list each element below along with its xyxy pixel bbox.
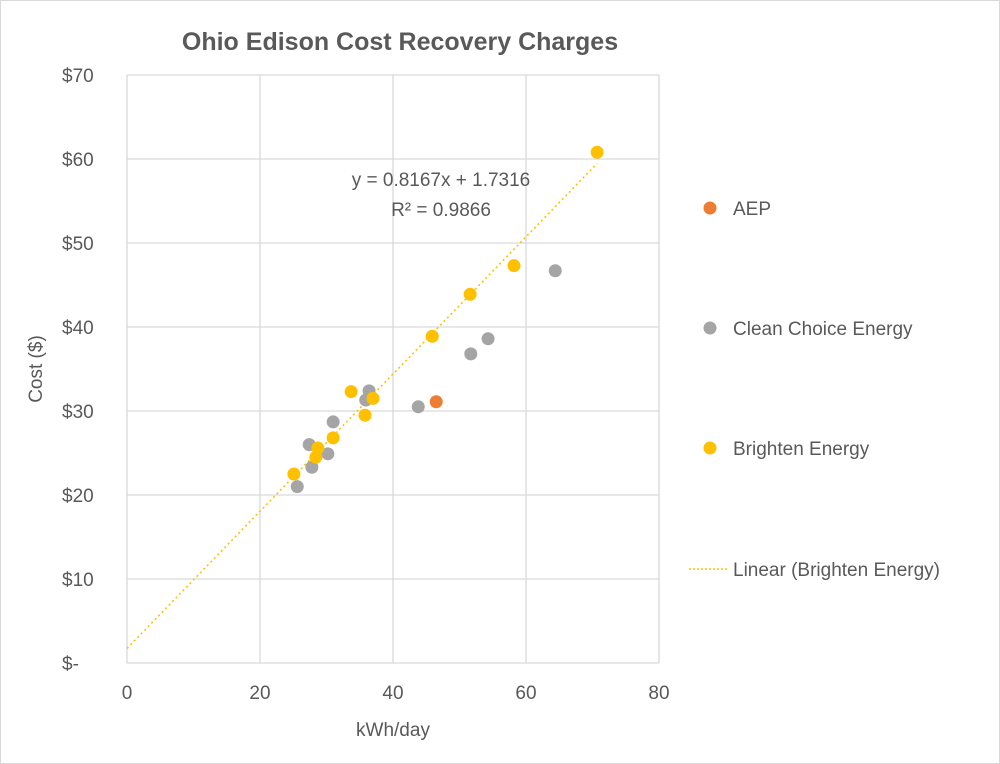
chart-title: Ohio Edison Cost Recovery Charges — [182, 28, 618, 56]
data-point-brighten-energy — [507, 259, 521, 273]
legend-label: Linear (Brighten Energy) — [733, 560, 940, 581]
data-point-brighten-energy — [309, 450, 323, 464]
data-point-brighten-energy — [366, 391, 380, 405]
trendline-equation: y = 0.8167x + 1.7316 — [352, 170, 531, 191]
y-tick-label: $30 — [62, 402, 94, 423]
data-point-clean-choice-energy — [548, 264, 562, 278]
y-tick-label: $40 — [62, 318, 94, 339]
trendline-r2: R² = 0.9866 — [391, 200, 491, 221]
legend-label: Clean Choice Energy — [733, 319, 913, 340]
y-tick-label: $70 — [62, 66, 94, 87]
x-axis-label: kWh/day — [356, 720, 430, 741]
y-tick-label: $- — [62, 654, 79, 675]
data-point-clean-choice-energy — [411, 400, 425, 414]
legend-label: Brighten Energy — [733, 439, 870, 460]
y-tick-label: $50 — [62, 234, 94, 255]
x-tick-label: 80 — [648, 683, 669, 704]
y-tick-label: $20 — [62, 486, 94, 507]
data-point-brighten-energy — [425, 329, 439, 343]
data-point-brighten-energy — [326, 431, 340, 445]
x-tick-label: 0 — [122, 683, 133, 704]
legend-marker — [703, 201, 717, 215]
data-point-brighten-energy — [287, 467, 301, 481]
data-point-aep — [429, 395, 443, 409]
legend-label: AEP — [733, 199, 771, 220]
y-tick-label: $60 — [62, 150, 94, 171]
legend-marker — [703, 441, 717, 455]
x-tick-label: 40 — [382, 683, 403, 704]
data-point-clean-choice-energy — [481, 332, 495, 346]
data-point-clean-choice-energy — [321, 447, 335, 461]
legend-marker — [703, 321, 717, 335]
data-point-brighten-energy — [344, 385, 358, 399]
data-point-clean-choice-energy — [326, 415, 340, 429]
y-axis-label: Cost ($) — [26, 335, 47, 403]
x-tick-label: 20 — [249, 683, 270, 704]
data-point-clean-choice-energy — [305, 460, 319, 474]
data-point-brighten-energy — [590, 145, 604, 159]
data-point-clean-choice-energy — [290, 480, 304, 494]
data-point-brighten-energy — [463, 287, 477, 301]
y-tick-label: $10 — [62, 570, 94, 591]
data-point-brighten-energy — [358, 408, 372, 422]
data-point-clean-choice-energy — [464, 347, 478, 361]
x-tick-label: 60 — [515, 683, 536, 704]
